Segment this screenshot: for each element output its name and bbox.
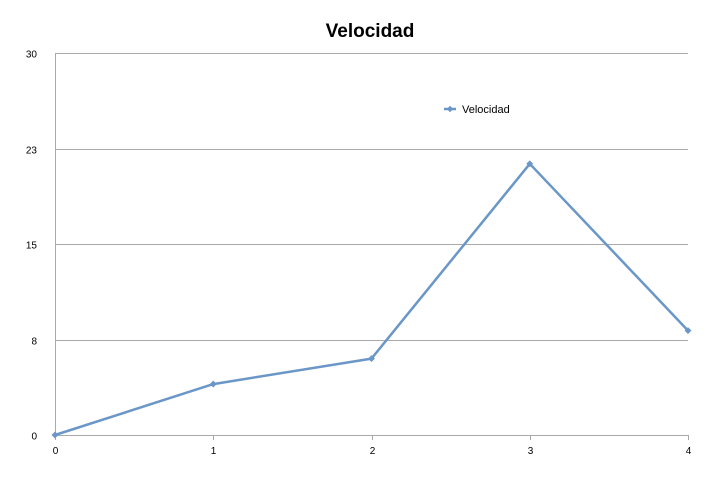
chart-title: Velocidad xyxy=(326,21,415,42)
data-point xyxy=(684,327,692,335)
data-point xyxy=(526,160,534,168)
x-tick-label: 3 xyxy=(528,446,534,457)
series-line xyxy=(54,162,689,437)
gridlines xyxy=(55,53,688,436)
x-tick-label: 1 xyxy=(211,446,217,457)
data-point xyxy=(367,355,376,363)
axes xyxy=(55,53,688,436)
x-tick-label: 0 xyxy=(53,446,59,457)
x-tick-label: 4 xyxy=(686,446,692,457)
y-tick-label: 8 xyxy=(31,337,37,348)
data-point xyxy=(209,380,217,388)
y-tick-label: 30 xyxy=(26,50,38,61)
y-tick-label: 15 xyxy=(26,241,38,252)
series-layer xyxy=(51,160,692,439)
x-tick-label: 2 xyxy=(370,446,376,457)
legend: Velocidad xyxy=(444,104,510,116)
x-axis-ticks: 0 1 2 3 4 xyxy=(53,435,692,457)
y-axis-ticks: 0 8 15 23 30 xyxy=(26,50,38,443)
y-tick-label: 23 xyxy=(26,146,38,157)
data-point xyxy=(51,431,59,439)
legend-marker xyxy=(446,105,454,113)
y-tick-label: 0 xyxy=(31,432,37,443)
legend-label: Velocidad xyxy=(462,104,510,116)
